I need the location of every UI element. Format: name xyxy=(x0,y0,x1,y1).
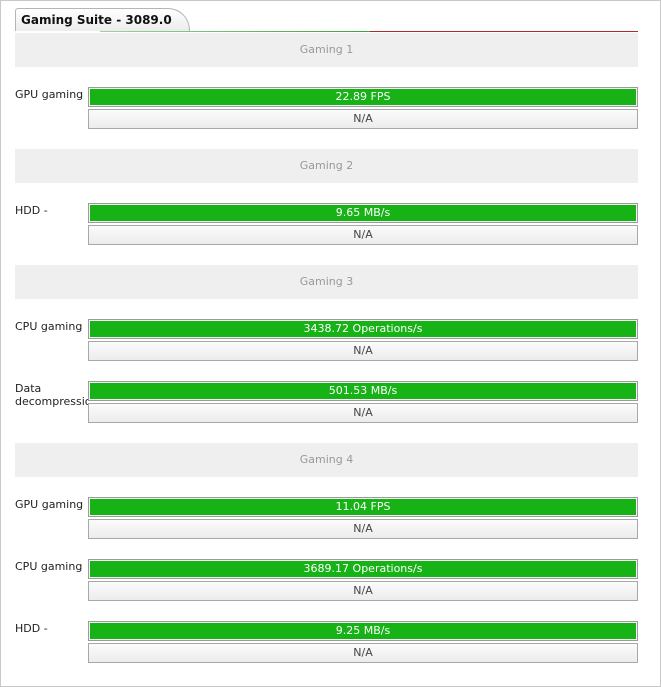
row-label: CPU gaming xyxy=(15,320,83,333)
score-bar: 501.53 MB/s xyxy=(88,381,638,401)
score-value: 501.53 MB/s xyxy=(328,384,398,397)
row-label: GPU gaming xyxy=(15,498,84,511)
score-bar: 3438.72 Operations/s xyxy=(88,319,638,339)
score-bar-fill xyxy=(90,623,636,639)
score-value: 9.65 MB/s xyxy=(335,206,391,219)
score-value: 3438.72 Operations/s xyxy=(303,322,423,335)
score-bar: 22.89 FPS xyxy=(88,87,638,107)
secondary-result: N/A xyxy=(88,341,638,361)
secondary-result: N/A xyxy=(88,643,638,663)
tab-underline-green xyxy=(100,31,370,32)
score-bar-fill xyxy=(90,499,636,515)
score-bar: 9.25 MB/s xyxy=(88,621,638,641)
row-label: HDD - gaming xyxy=(15,622,48,635)
score-bar-fill xyxy=(90,383,636,399)
score-value: 22.89 FPS xyxy=(335,90,391,103)
tab-underline-red xyxy=(370,31,638,32)
secondary-result: N/A xyxy=(88,225,638,245)
score-bar-fill xyxy=(90,205,636,221)
row-label: HDD - gaming xyxy=(15,204,48,217)
score-bar-fill xyxy=(90,561,636,577)
row-label: GPU gaming xyxy=(15,88,84,101)
secondary-result: N/A xyxy=(88,403,638,423)
secondary-result: N/A xyxy=(88,581,638,601)
section-header-gaming-4: Gaming 4 xyxy=(15,443,638,477)
section-header-gaming-3: Gaming 3 xyxy=(15,265,638,299)
section-header-gaming-2: Gaming 2 xyxy=(15,149,638,183)
score-bar: 9.65 MB/s xyxy=(88,203,638,223)
score-bar-fill xyxy=(90,321,636,337)
secondary-result: N/A xyxy=(88,519,638,539)
score-bar-fill xyxy=(90,89,636,105)
tab-title: Gaming Suite - 3089.0 xyxy=(21,13,172,27)
score-value: 3689.17 Operations/s xyxy=(303,562,423,575)
section-header-gaming-1: Gaming 1 xyxy=(15,33,638,67)
row-label: CPU gaming xyxy=(15,560,83,573)
row-label: Data decompression xyxy=(15,382,88,408)
secondary-result: N/A xyxy=(88,109,638,129)
score-value: 11.04 FPS xyxy=(335,500,391,513)
score-bar: 3689.17 Operations/s xyxy=(88,559,638,579)
score-value: 9.25 MB/s xyxy=(335,624,391,637)
score-bar: 11.04 FPS xyxy=(88,497,638,517)
